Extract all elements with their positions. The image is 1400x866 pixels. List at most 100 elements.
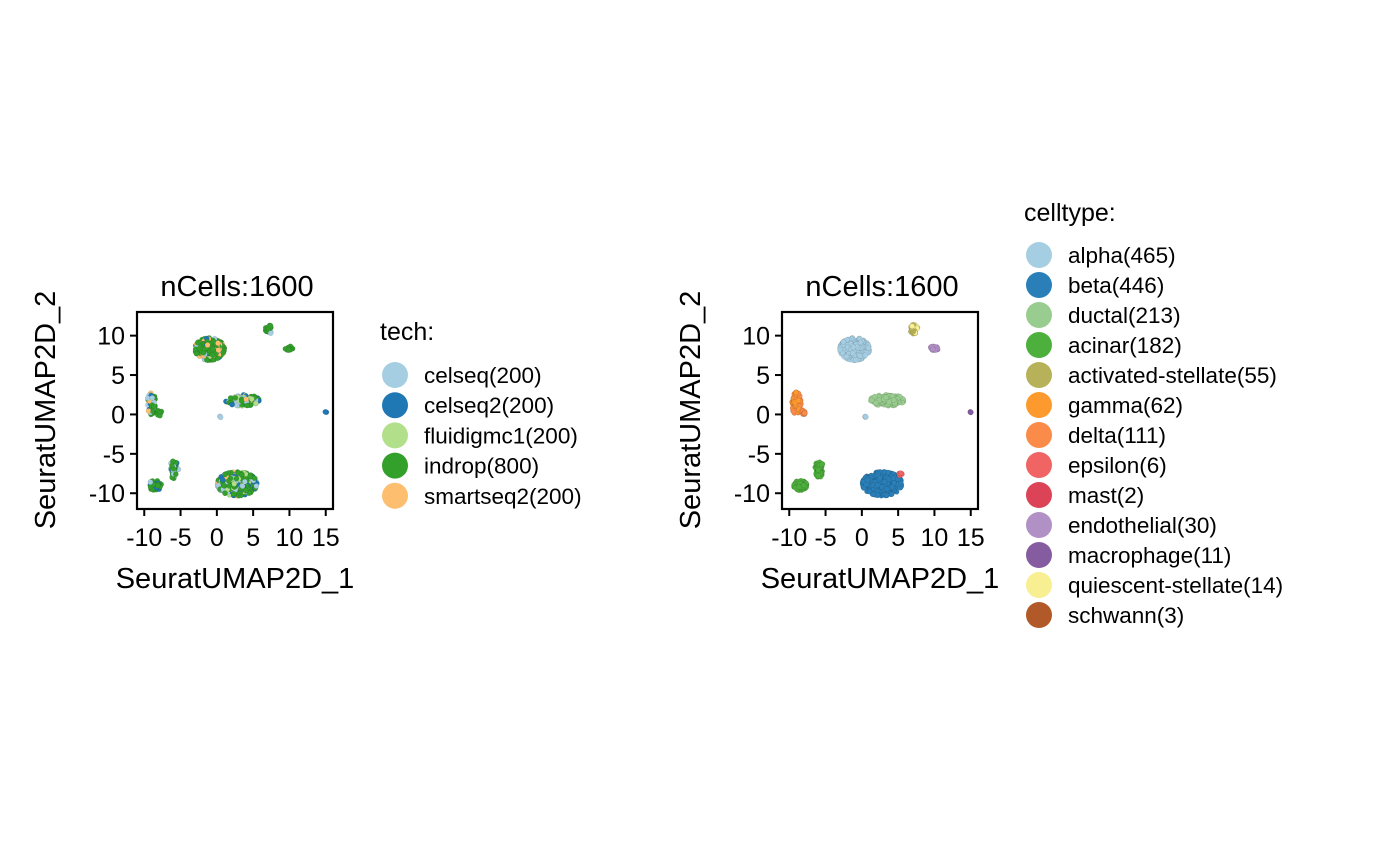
legend-label: smartseq2(200) (424, 484, 582, 509)
legend-swatch (382, 452, 408, 479)
legend-swatch (1026, 452, 1052, 478)
data-point (873, 400, 879, 406)
plot-title: nCells:1600 (805, 271, 958, 303)
data-point (230, 491, 237, 497)
data-point (220, 349, 227, 356)
plot-frame (780, 310, 980, 511)
scatter-points (144, 322, 330, 499)
legend-swatch (1026, 302, 1052, 328)
data-point (890, 475, 897, 482)
data-point (151, 403, 157, 410)
legend-label: gamma(62) (1068, 393, 1183, 418)
y-tick-label: -10 (89, 480, 125, 508)
data-point (897, 470, 904, 476)
data-point (225, 478, 232, 484)
data-point (883, 394, 889, 401)
x-tick-label: 10 (921, 524, 949, 552)
legend-item: fluidigmc1(200) (382, 422, 578, 449)
data-point (243, 487, 249, 494)
data-point (217, 414, 224, 421)
data-point (244, 402, 250, 409)
legend-item: indrop(800) (382, 452, 539, 479)
x-axis-ticks: -10 -5 0 5 10 15 (771, 509, 985, 552)
x-tick-label: 5 (246, 524, 260, 552)
legend-swatch (1026, 272, 1052, 298)
legend-swatch (1026, 482, 1052, 508)
legend: alpha(465) beta(446) ductal(213) acinar(182… (1026, 242, 1283, 628)
legend-title: tech: (380, 318, 434, 346)
data-point (815, 467, 822, 473)
data-point (800, 482, 807, 489)
data-point (221, 482, 227, 489)
data-point (157, 412, 163, 419)
data-point (144, 395, 151, 401)
data-point (885, 469, 891, 476)
data-point (870, 491, 877, 498)
y-tick-label: 0 (756, 401, 770, 429)
data-point (815, 472, 822, 479)
legend-label: activated-stellate(55) (1068, 363, 1277, 388)
legend-label: celseq2(200) (424, 393, 554, 418)
data-point (267, 330, 274, 336)
legend-swatch (1026, 392, 1052, 418)
plot-title: nCells:1600 (160, 271, 313, 303)
legend-item: alpha(465) (1026, 242, 1176, 268)
data-point (840, 339, 847, 345)
legend-label: alpha(465) (1068, 243, 1176, 268)
legend-item: acinar(182) (1026, 332, 1182, 358)
x-axis-ticks: -10 -5 0 5 10 15 (126, 509, 340, 552)
legend-item: epsilon(6) (1026, 452, 1167, 478)
data-point (215, 340, 221, 346)
legend-item: ductal(213) (1026, 302, 1181, 328)
data-point (819, 461, 825, 468)
y-tick-label: 10 (97, 323, 125, 351)
data-point (890, 397, 897, 403)
data-point (227, 395, 234, 401)
legend-item: endothelial(30) (1026, 512, 1217, 538)
data-point (884, 486, 890, 492)
y-axis-label: SeuratUMAP2D_2 (675, 291, 707, 530)
data-point (865, 345, 872, 351)
y-axis-label: SeuratUMAP2D_2 (30, 291, 62, 530)
legend-swatch (382, 362, 408, 388)
x-tick-label: -10 (126, 524, 162, 552)
x-axis-label: SeuratUMAP2D_1 (116, 563, 355, 595)
data-point (837, 346, 843, 353)
data-point (226, 483, 233, 489)
data-point (210, 346, 216, 352)
legend-item: beta(446) (1026, 272, 1164, 298)
data-point (149, 395, 156, 401)
data-point (843, 353, 850, 360)
data-point (889, 491, 895, 497)
data-point (857, 353, 863, 359)
data-point (239, 483, 246, 489)
legend-label: indrop(800) (424, 454, 539, 479)
data-point (852, 357, 859, 363)
x-tick-label: 10 (276, 524, 304, 552)
data-point (243, 396, 249, 403)
data-point (219, 477, 226, 483)
data-point (285, 347, 292, 353)
x-tick-label: -5 (814, 524, 836, 552)
y-tick-label: 0 (111, 401, 125, 429)
x-tick-label: 0 (855, 524, 869, 552)
data-point (253, 400, 259, 407)
data-point (253, 483, 260, 489)
data-point (862, 413, 869, 420)
y-axis-ticks: -10 -5 0 5 10 (89, 323, 137, 508)
legend-swatch (382, 422, 408, 449)
data-point (233, 475, 240, 482)
legend-swatch (1026, 362, 1052, 388)
data-point (795, 397, 802, 404)
data-point (877, 475, 883, 481)
data-point (909, 323, 915, 329)
legend-item: quiescent-stellate(14) (1026, 572, 1283, 598)
data-point (204, 357, 210, 363)
legend-label: beta(446) (1068, 273, 1164, 298)
data-point (882, 479, 888, 485)
data-point (194, 339, 201, 346)
legend-label: endothelial(30) (1068, 513, 1217, 538)
